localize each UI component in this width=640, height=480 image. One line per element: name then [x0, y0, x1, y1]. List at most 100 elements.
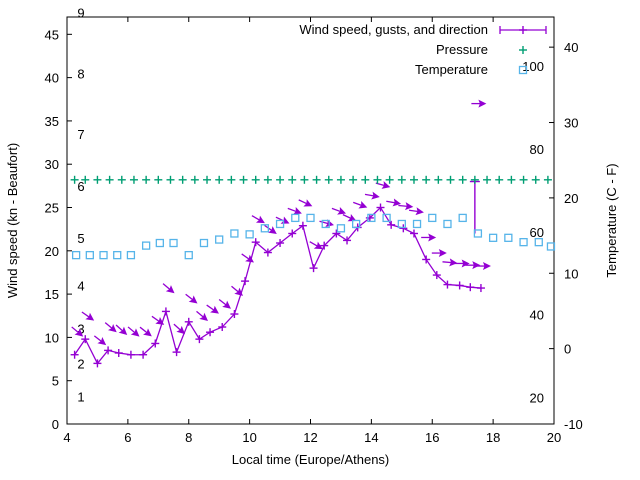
wind-direction-arrow — [151, 315, 165, 325]
y-axis-title: Wind speed (kn - Beaufort) — [5, 143, 20, 298]
y-tick-label: 30 — [45, 157, 59, 172]
y2-tick-label: -10 — [564, 417, 583, 432]
temperature-marker — [113, 250, 122, 260]
temperature-marker — [504, 233, 513, 242]
beaufort-label: 1 — [77, 389, 84, 404]
temperature-marker — [306, 213, 315, 223]
wind-direction-arrow — [196, 310, 208, 321]
temperature-marker — [291, 213, 300, 223]
wind-speed-line — [74, 206, 482, 365]
beaufort-label: 3 — [77, 322, 84, 337]
fahrenheit-label: 100 — [522, 59, 544, 74]
temperature-marker — [336, 224, 346, 233]
wind-direction-arrow — [331, 207, 347, 215]
temperature-marker — [458, 213, 467, 223]
wind-direction-arrow — [162, 283, 175, 294]
temperature-marker — [473, 229, 483, 238]
wind-direction-arrow — [115, 324, 128, 336]
y2-tick-label: 10 — [564, 266, 578, 281]
wind-direction-arrow — [264, 224, 277, 234]
wind-direction-arrow — [218, 298, 231, 309]
temperature-marker — [126, 250, 136, 260]
temperature-marker — [245, 230, 254, 239]
wind-direction-arrow — [93, 335, 107, 346]
x-tick-label: 16 — [425, 430, 439, 445]
wind-direction-arrow — [275, 216, 290, 224]
wind-direction-arrow — [431, 249, 447, 258]
x-tick-label: 18 — [486, 430, 500, 445]
wind-direction-arrow — [454, 259, 470, 268]
y-tick-label: 25 — [45, 201, 59, 216]
legend-marker-temperature-square — [518, 65, 528, 75]
temperature-marker — [215, 235, 224, 244]
temperature-marker — [184, 250, 193, 260]
y2-axis-title: Temperature (C - F) — [604, 163, 619, 277]
wind-direction-arrow — [364, 191, 380, 200]
beaufort-label: 2 — [77, 356, 84, 371]
wind-direction-arrow — [173, 323, 186, 335]
y2-tick-label: 20 — [564, 191, 578, 206]
temperature-marker — [443, 219, 452, 229]
wind-direction-arrow — [442, 258, 458, 267]
wind-direction-arrow — [475, 262, 491, 271]
wind-direction-arrow — [241, 253, 254, 263]
wind-direction-arrow — [398, 202, 414, 211]
y-tick-label: 15 — [45, 287, 59, 302]
temperature-marker — [141, 241, 151, 250]
x-tick-label: 14 — [364, 430, 378, 445]
temperature-marker — [71, 250, 81, 260]
temperature-marker — [397, 219, 406, 229]
legend-label-temperature-square: Temperature — [415, 62, 488, 77]
temperature-marker — [321, 219, 330, 229]
beaufort-label: 4 — [77, 278, 84, 293]
y-tick-label: 10 — [45, 330, 59, 345]
wind-direction-arrow — [471, 99, 487, 108]
y2-tick-label: 0 — [564, 342, 571, 357]
temperature-marker — [199, 238, 209, 248]
wind-direction-arrow — [287, 207, 302, 215]
wind-direction-arrow — [206, 304, 219, 314]
beaufort-label: 8 — [77, 66, 84, 81]
x-tick-label: 8 — [185, 430, 192, 445]
y-tick-label: 5 — [52, 374, 59, 389]
wind-direction-arrow — [309, 241, 323, 250]
y-tick-label: 35 — [45, 114, 59, 129]
y2-tick-label: 30 — [564, 116, 578, 131]
y-tick-label: 45 — [45, 27, 59, 42]
temperature-marker — [367, 213, 376, 223]
plot-frame — [66, 16, 555, 425]
temperature-marker — [428, 213, 437, 223]
y-tick-label: 0 — [52, 417, 59, 432]
temperature-marker — [85, 250, 94, 260]
temperature-marker — [352, 219, 361, 229]
y-tick-label: 20 — [45, 244, 59, 259]
temperature-marker — [412, 219, 422, 229]
wind-direction-arrow — [71, 326, 84, 337]
temperature-marker — [260, 224, 269, 233]
temperature-marker — [155, 238, 164, 248]
y2-tick-label: 40 — [564, 40, 578, 55]
wind-direction-arrow — [127, 326, 140, 337]
wind-direction-arrow — [231, 285, 244, 296]
y-tick-label: 40 — [45, 71, 59, 86]
beaufort-label: 9 — [77, 6, 84, 21]
fahrenheit-label: 20 — [530, 391, 544, 406]
legend-label-pressure-plus: Pressure — [436, 42, 488, 57]
wind-direction-arrow — [386, 198, 402, 207]
wind-direction-arrow — [251, 215, 265, 224]
temperature-marker — [99, 250, 108, 260]
wind-direction-arrow — [342, 213, 357, 222]
wind-direction-arrow — [185, 293, 198, 304]
wind-direction-arrow — [104, 322, 117, 333]
x-tick-label: 12 — [303, 430, 317, 445]
wind-direction-arrow — [298, 199, 313, 207]
x-tick-label: 10 — [242, 430, 256, 445]
beaufort-label: 6 — [77, 179, 84, 194]
wind-direction-arrow — [81, 311, 95, 321]
temperature-marker — [382, 213, 391, 223]
fahrenheit-label: 60 — [530, 225, 544, 240]
temperature-marker — [169, 238, 178, 248]
fahrenheit-label: 40 — [530, 308, 544, 323]
